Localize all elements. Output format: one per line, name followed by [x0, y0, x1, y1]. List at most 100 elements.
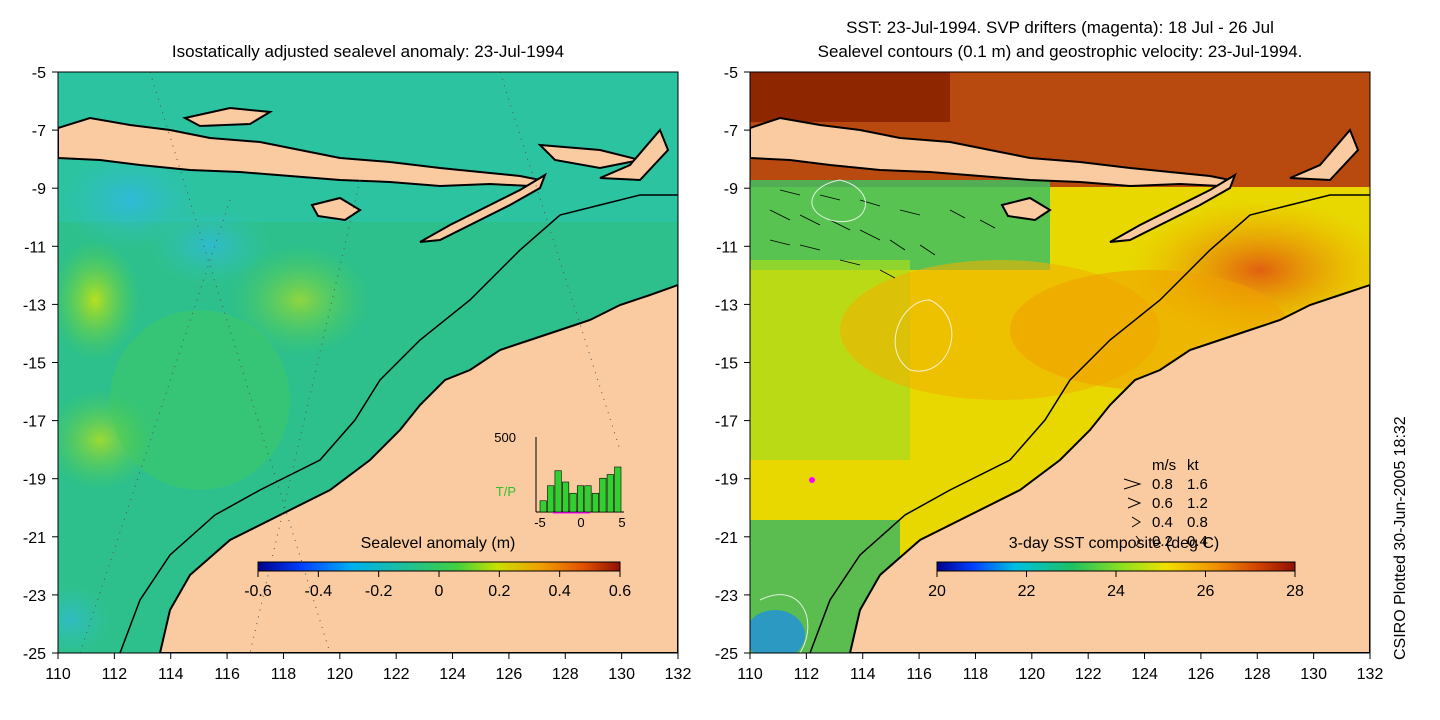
left-y-tick-label: -23: [23, 588, 46, 605]
legend-kt-value: 0.4: [1187, 533, 1208, 550]
histogram-ymax: 500: [494, 430, 516, 445]
right-x-tick-label: 130: [1300, 666, 1327, 683]
right-y-tick-label: -11: [716, 239, 738, 256]
histogram-bar: [576, 485, 585, 513]
right-y-tick-label: -17: [715, 414, 738, 431]
histogram-series-label: T/P: [496, 484, 516, 499]
left-x-tick-label: 128: [552, 666, 579, 683]
sla-colorbar-tick-label: -0.2: [365, 583, 393, 600]
australia-land-right: [848, 283, 1370, 653]
sla-colorbar: Sealevel anomaly (m) -0.6 -0.4 -0.2 0 0.2 0.4…: [244, 535, 631, 600]
velocity-vectors: [769, 189, 996, 279]
shelf-contour-right: [809, 194, 1370, 653]
histogram-x-tick: 5: [618, 515, 625, 530]
right-x-tick-label: 128: [1244, 666, 1271, 683]
sla-colorbar-tick-label: -0.6: [244, 583, 272, 600]
histogram-x-tick: -5: [534, 515, 546, 530]
sla-colorbar-tick-label: 0: [435, 583, 444, 600]
histogram-bar: [539, 500, 547, 513]
left-x-tick-label: 130: [608, 666, 635, 683]
histogram-bar: [614, 466, 622, 513]
right-x-tick-label: 114: [850, 666, 876, 683]
sst-colorbar: 3-day SST composite (deg C) 20 22 24 26 28: [928, 535, 1304, 600]
legend-ms-value: 0.2: [1152, 533, 1173, 550]
legend-ms-value: 0.6: [1152, 495, 1173, 512]
sst-colorbar-gradient: [936, 561, 1296, 572]
legend-kt-value: 0.8: [1187, 514, 1208, 531]
left-y-tick-label: -21: [23, 530, 46, 547]
right-x-tick-label: 118: [963, 666, 989, 683]
sst-colorbar-tick-label: 26: [1197, 583, 1215, 600]
sla-high-patch: [58, 240, 140, 360]
legend-arrow: [1123, 478, 1142, 490]
legend-kt-value: 1.2: [1187, 495, 1208, 512]
legend-arrow: [1127, 497, 1142, 509]
legend-kt-value: 1.6: [1187, 476, 1208, 493]
right-y-tick-label: -25: [715, 646, 738, 663]
sst-colorbar-tick-label: 20: [928, 583, 946, 600]
histogram-bar: [606, 474, 614, 513]
left-x-tick-label: 110: [45, 666, 71, 683]
right-y-tick-label: -15: [715, 356, 738, 373]
right-map-title-line1: SST: 23-Jul-1994. SVP drifters (magenta)…: [846, 18, 1274, 37]
left-map-title: Isostatically adjusted sealevel anomaly:…: [171, 42, 565, 61]
velocity-legend: m/s kt 0.8 1.6 0.6 1.2 0.4 0.8 0.2 0.4: [1123, 457, 1208, 550]
left-x-tick-label: 132: [665, 666, 692, 683]
right-y-tick-label: -5: [724, 65, 738, 82]
sla-colorbar-tick-label: 0.6: [609, 583, 631, 600]
legend-header-kt: kt: [1187, 457, 1200, 474]
right-map-title-line2: Sealevel contours (0.1 m) and geostrophi…: [817, 42, 1303, 61]
right-x-tick-label: 120: [1018, 666, 1045, 683]
legend-ms-value: 0.4: [1152, 514, 1173, 531]
left-x-tick-label: 126: [496, 666, 523, 683]
sst-colorbar-tick-label: 24: [1107, 583, 1125, 600]
right-y-tick-label: -9: [724, 181, 738, 198]
sst-colorbar-label: 3-day SST composite (deg C): [1009, 535, 1219, 552]
sla-colorbar-tick-label: -0.4: [305, 583, 333, 600]
right-x-tick-label: 112: [794, 666, 820, 683]
left-x-tick-label: 114: [158, 666, 184, 683]
histogram-bar: [569, 492, 577, 513]
right-x-tick-label: 126: [1188, 666, 1215, 683]
left-x-tick-label: 120: [326, 666, 353, 683]
left-x-tick-label: 112: [102, 666, 128, 683]
left-y-tick-label: -5: [32, 65, 46, 82]
right-y-tick-label: -23: [715, 588, 738, 605]
right-map: [750, 72, 1370, 653]
legend-arrow: [1131, 516, 1141, 528]
left-y-tick-label: -15: [23, 356, 46, 373]
sst-colorbar-tick-label: 28: [1286, 583, 1304, 600]
right-x-tick-label: 116: [906, 666, 932, 683]
sla-colorbar-label: Sealevel anomaly (m): [361, 535, 516, 552]
left-y-tick-label: -17: [23, 414, 46, 431]
left-x-tick-label: 118: [271, 666, 297, 683]
right-y-tick-label: -7: [724, 123, 738, 140]
right-x-tick-label: 124: [1131, 666, 1158, 683]
australia-land: [158, 283, 678, 653]
right-y-tick-label: -21: [715, 530, 738, 547]
sla-colorbar-gradient: [257, 561, 621, 572]
histogram-bar: [591, 492, 599, 513]
timor-land-right: [1109, 172, 1237, 243]
timor-land: [419, 172, 547, 243]
tp-histogram: 500 T/P -5 0 5: [494, 430, 625, 530]
left-y-tick-label: -11: [24, 239, 46, 256]
sla-colorbar-tick-label: 0.4: [549, 583, 571, 600]
left-y-tick-label: -9: [32, 181, 46, 198]
histogram-bar: [547, 485, 555, 513]
histogram-bar: [599, 477, 607, 513]
left-y-tick-label: -13: [23, 297, 46, 314]
right-axes: 110 112 114 116 118 120 122 124 126 128 130 132 -5 -7…: [715, 65, 1384, 683]
left-y-tick-label: -25: [23, 646, 46, 663]
legend-header-ms: m/s: [1152, 457, 1176, 474]
shelf-contour: [119, 194, 678, 653]
legend-ms-value: 0.8: [1152, 476, 1173, 493]
right-y-tick-label: -13: [715, 297, 738, 314]
right-x-tick-label: 132: [1357, 666, 1384, 683]
drifter-position: [809, 477, 815, 483]
left-map: [58, 72, 678, 653]
left-y-tick-label: -7: [32, 123, 46, 140]
histogram-x-tick: 0: [577, 515, 584, 530]
histogram-bar: [554, 470, 562, 513]
